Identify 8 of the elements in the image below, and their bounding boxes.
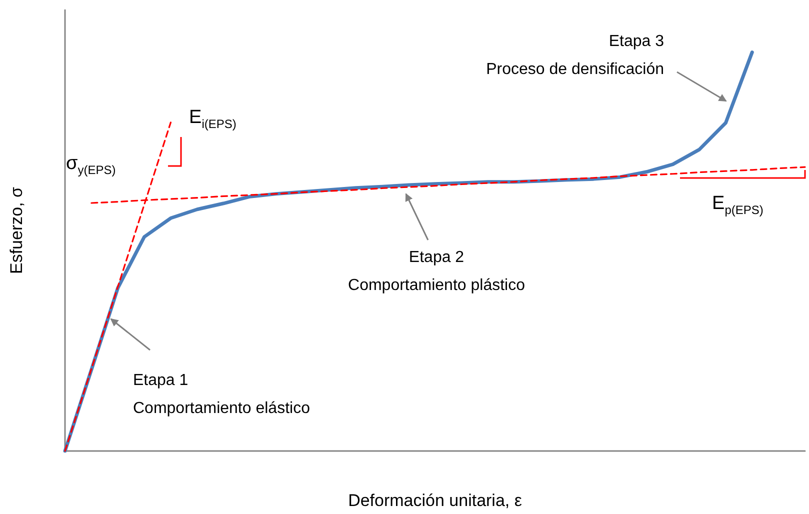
annotation: E$_{p(EPS)}$ [712, 192, 764, 219]
annotation: Etapa 1 Comportamiento elástico [133, 371, 310, 419]
annotation: σ$_{y(EPS)}$ [66, 152, 116, 179]
annotation: Etapa 2 Comportamiento plástico [347, 248, 526, 296]
annotation: E$_{i(EPS)}$ [189, 106, 236, 133]
x-axis-title: Deformación unitaria, ε [348, 491, 522, 510]
y-axis-title: Esfuerzo, σ [7, 186, 26, 274]
annotation: Etapa 3 Proceso de densificación [485, 32, 664, 80]
